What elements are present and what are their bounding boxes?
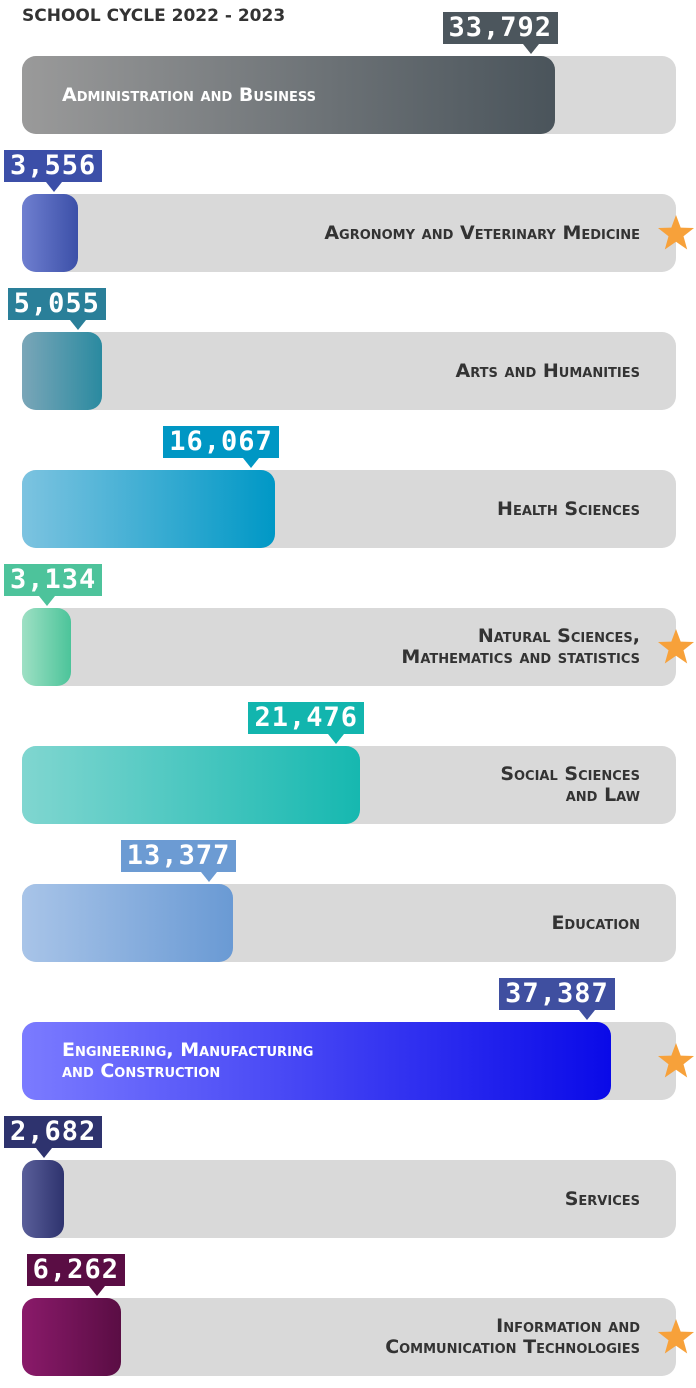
label-pointer [579, 1010, 596, 1020]
category-label: Information and Communication Technologi… [385, 1315, 640, 1358]
value-label: 5,055 [7, 288, 106, 320]
label-pointer [88, 1286, 105, 1296]
label-pointer [69, 320, 86, 330]
value-label: 2,682 [4, 1116, 103, 1148]
label-pointer [46, 182, 63, 192]
bar [22, 608, 72, 686]
category-label: Agronomy and Veterinary Medicine [324, 221, 640, 244]
category-label: Natural Sciences, Mathematics and statis… [401, 625, 640, 668]
bar [22, 1298, 121, 1376]
bar [22, 194, 79, 272]
value-label: 6,262 [26, 1254, 125, 1286]
label-pointer [243, 458, 260, 468]
value-label: 33,792 [442, 12, 559, 44]
label-pointer [522, 44, 539, 54]
bar [22, 56, 555, 134]
bar [22, 332, 102, 410]
category-label: Engineering, Manufacturing and Construct… [62, 1039, 314, 1082]
category-label: Social Sciences and Law [500, 763, 640, 806]
value-label: 37,387 [499, 978, 615, 1010]
bar-track [22, 608, 676, 686]
bar [22, 470, 276, 548]
category-label: Education [551, 911, 640, 934]
label-pointer [200, 872, 217, 882]
category-label: Arts and Humanities [455, 359, 640, 382]
highlight-star [656, 1041, 696, 1081]
value-label: 21,476 [248, 702, 364, 734]
category-label: Administration and Business [62, 83, 317, 106]
category-label: Services [564, 1187, 640, 1210]
label-pointer [39, 596, 56, 606]
chart-title: SCHOOL CYCLE 2022 - 2023 [22, 6, 286, 26]
bar [22, 1022, 612, 1100]
bar-track [22, 332, 676, 410]
highlight-star [656, 213, 696, 253]
value-label: 3,556 [4, 150, 103, 182]
highlight-star [656, 627, 696, 667]
value-label: 13,377 [120, 840, 237, 872]
highlight-star [656, 1317, 696, 1357]
label-pointer [36, 1148, 52, 1158]
bar-track [22, 194, 676, 272]
value-label: 3,134 [4, 564, 103, 596]
bar-track [22, 1160, 676, 1238]
value-label: 16,067 [163, 426, 279, 458]
bar [22, 1160, 65, 1238]
label-pointer [328, 734, 345, 744]
category-label: Health Sciences [497, 497, 640, 520]
bar [22, 746, 361, 824]
bar [22, 884, 233, 962]
bar-track [22, 1298, 676, 1376]
